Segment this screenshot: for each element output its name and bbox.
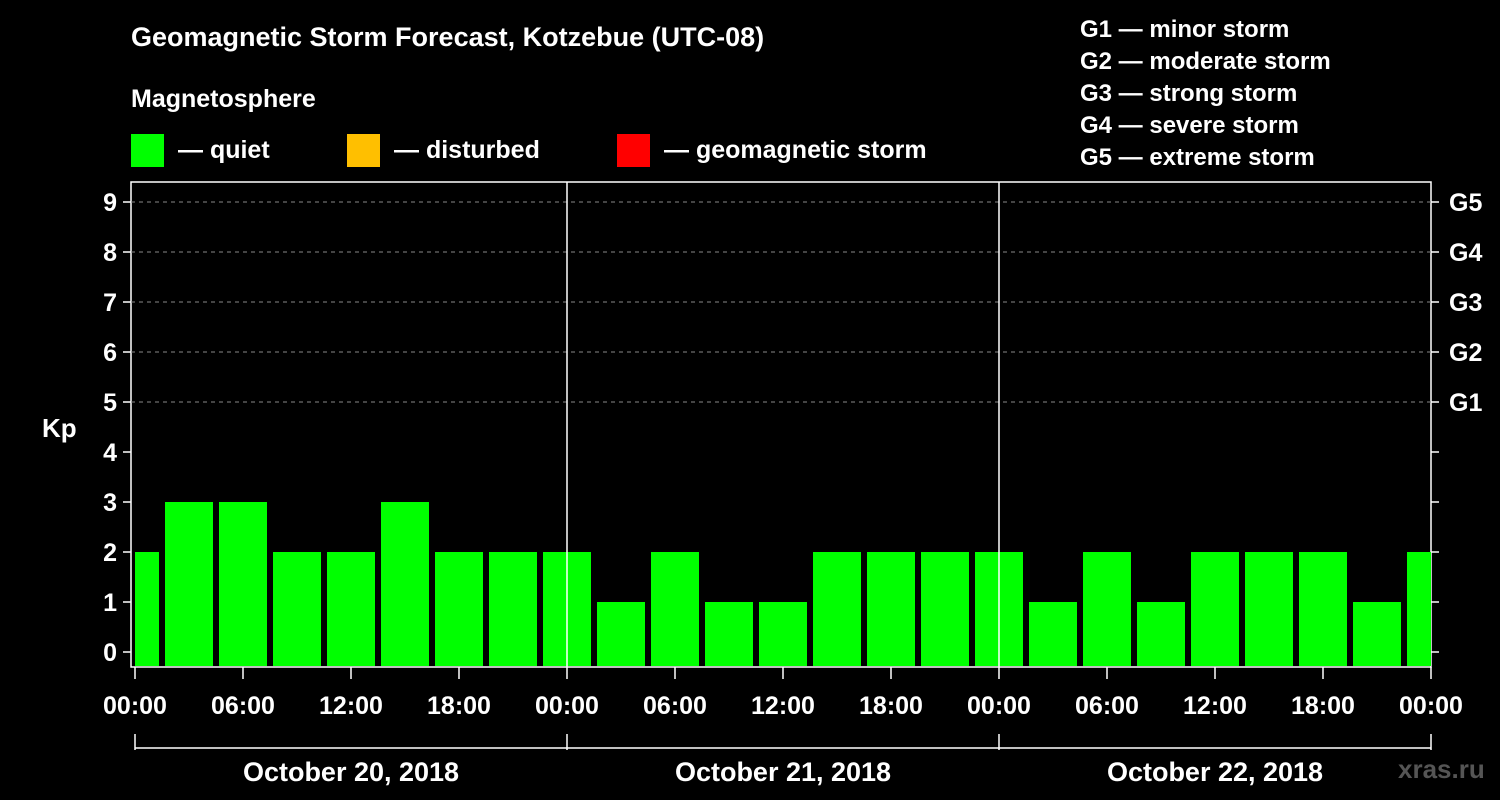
chart-title: Geomagnetic Storm Forecast, Kotzebue (UT…	[131, 22, 765, 52]
bar-6	[435, 552, 483, 666]
legend-disturbed-label: — disturbed	[394, 135, 540, 164]
storm-scale-g1: G1 — minor storm	[1080, 16, 1290, 43]
x-tick-label-12: 00:00	[1399, 692, 1463, 720]
x-tick-label-6: 12:00	[751, 692, 815, 720]
x-tick-label-2: 12:00	[319, 692, 383, 720]
x-tick-label-10: 12:00	[1183, 692, 1247, 720]
legend-storm-swatch	[617, 133, 650, 167]
y-tick-label-0: 0	[103, 639, 117, 667]
day-label-0: October 20, 2018	[243, 757, 459, 787]
bar-10	[651, 552, 699, 666]
x-tick-label-5: 06:00	[643, 692, 707, 720]
bar-22	[1299, 552, 1347, 666]
x-tick-label-4: 00:00	[535, 692, 599, 720]
chart-subtitle: Magnetosphere	[131, 85, 316, 113]
right-tick-label-g4: G4	[1449, 239, 1482, 267]
bar-5	[381, 502, 429, 666]
y-tick-label-2: 2	[103, 539, 117, 567]
bar-20	[1191, 552, 1239, 666]
legend-storm-label: — geomagnetic storm	[664, 135, 927, 164]
plot-frame	[130, 181, 1432, 668]
right-tick-label-g2: G2	[1449, 339, 1482, 367]
right-tick-label-g3: G3	[1449, 289, 1482, 317]
bar-14	[867, 552, 915, 666]
bar-0	[135, 552, 159, 666]
legend-disturbed: — disturbed	[347, 133, 540, 167]
right-tick-label-g1: G1	[1449, 389, 1482, 417]
y-tick-label-9: 9	[103, 189, 117, 217]
x-tick-label-8: 00:00	[967, 692, 1031, 720]
bar-24	[1407, 552, 1431, 666]
bar-2	[219, 502, 267, 666]
legend-storm: — geomagnetic storm	[617, 133, 927, 167]
bar-21	[1245, 552, 1293, 666]
watermark: xras.ru	[1398, 754, 1485, 784]
legend-quiet-label: — quiet	[178, 135, 270, 164]
day-label-2: October 22, 2018	[1107, 757, 1323, 787]
bar-23	[1353, 602, 1401, 666]
legend-quiet-swatch	[131, 133, 164, 167]
y-tick-label-5: 5	[103, 389, 117, 417]
storm-scale-g5: G5 — extreme storm	[1080, 144, 1315, 171]
bar-1	[165, 502, 213, 666]
storm-scale-g2: G2 — moderate storm	[1080, 48, 1331, 75]
y-axis-label: Kp	[42, 413, 77, 443]
day-label-1: October 21, 2018	[675, 757, 891, 787]
y-tick-label-6: 6	[103, 339, 117, 367]
storm-scale-list: G1 — minor storm G2 — moderate storm G3 …	[1080, 14, 1331, 174]
bar-19	[1137, 602, 1185, 666]
right-tick-label-g5: G5	[1449, 189, 1482, 217]
storm-scale-g4: G4 — severe storm	[1080, 112, 1299, 139]
y-tick-label-3: 3	[103, 489, 117, 517]
x-tick-label-1: 06:00	[211, 692, 275, 720]
bar-13	[813, 552, 861, 666]
x-tick-label-3: 18:00	[427, 692, 491, 720]
x-tick-label-11: 18:00	[1291, 692, 1355, 720]
y-tick-label-8: 8	[103, 239, 117, 267]
bar-18	[1083, 552, 1131, 666]
bar-15	[921, 552, 969, 666]
bar-17	[1029, 602, 1077, 666]
x-tick-label-0: 00:00	[103, 692, 167, 720]
x-tick-label-9: 06:00	[1075, 692, 1139, 720]
storm-scale-g3: G3 — strong storm	[1080, 80, 1298, 107]
bar-12	[759, 602, 807, 666]
legend-quiet: — quiet	[131, 133, 270, 167]
y-tick-label-4: 4	[103, 439, 117, 467]
legend-disturbed-swatch	[347, 133, 380, 167]
bar-7	[489, 552, 537, 666]
bar-11	[705, 602, 753, 666]
bar-3	[273, 552, 321, 666]
y-tick-label-7: 7	[103, 289, 117, 317]
y-tick-label-1: 1	[103, 589, 117, 617]
x-tick-label-7: 18:00	[859, 692, 923, 720]
bar-9	[597, 602, 645, 666]
bar-4	[327, 552, 375, 666]
